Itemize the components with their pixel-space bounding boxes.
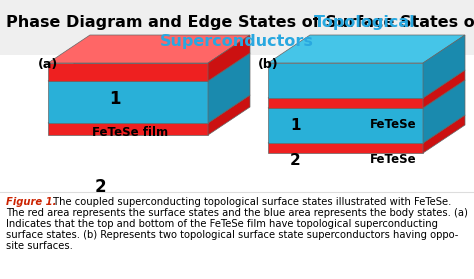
Polygon shape	[48, 35, 250, 63]
Text: (b): (b)	[258, 58, 279, 71]
Polygon shape	[268, 108, 423, 143]
Text: FeTeSe: FeTeSe	[370, 118, 417, 131]
Polygon shape	[48, 53, 250, 81]
Polygon shape	[423, 35, 465, 98]
Polygon shape	[268, 143, 423, 153]
Text: site surfaces.: site surfaces.	[6, 241, 73, 251]
Text: surface states. (b) Represents two topological surface state superconductors hav: surface states. (b) Represents two topol…	[6, 230, 458, 240]
Polygon shape	[423, 115, 465, 153]
Text: The coupled superconducting topological surface states illustrated with FeTeSe.: The coupled superconducting topological …	[50, 197, 451, 207]
Polygon shape	[208, 35, 250, 81]
Text: 2: 2	[94, 178, 106, 196]
Polygon shape	[48, 95, 250, 123]
Text: Figure 1.: Figure 1.	[6, 197, 56, 207]
Text: The red area represents the surface states and the blue area represents the body: The red area represents the surface stat…	[6, 208, 468, 218]
Polygon shape	[268, 115, 465, 143]
Polygon shape	[268, 35, 465, 63]
Text: FeTeSe: FeTeSe	[370, 153, 417, 166]
Polygon shape	[48, 123, 208, 135]
Text: (a): (a)	[38, 58, 58, 71]
Polygon shape	[423, 80, 465, 143]
Bar	[0, 0, 474, 55]
Polygon shape	[208, 53, 250, 123]
Text: Phase Diagram and Edge States of Surface States of: Phase Diagram and Edge States of Surface…	[6, 15, 474, 30]
Bar	[0, 192, 474, 279]
Text: 1: 1	[109, 90, 121, 108]
Text: FeTeSe film: FeTeSe film	[92, 126, 168, 140]
Text: Superconductors: Superconductors	[160, 34, 314, 49]
Text: Topological: Topological	[314, 15, 416, 30]
Polygon shape	[268, 70, 465, 98]
Polygon shape	[423, 70, 465, 108]
Text: Indicates that the top and bottom of the FeTeSe film have topological supercondu: Indicates that the top and bottom of the…	[6, 219, 438, 229]
Text: 2: 2	[290, 153, 301, 168]
Polygon shape	[268, 63, 423, 98]
Polygon shape	[208, 95, 250, 135]
Text: 1: 1	[290, 118, 301, 133]
Polygon shape	[48, 81, 208, 123]
Polygon shape	[48, 63, 208, 81]
Polygon shape	[268, 98, 423, 108]
Polygon shape	[268, 80, 465, 108]
